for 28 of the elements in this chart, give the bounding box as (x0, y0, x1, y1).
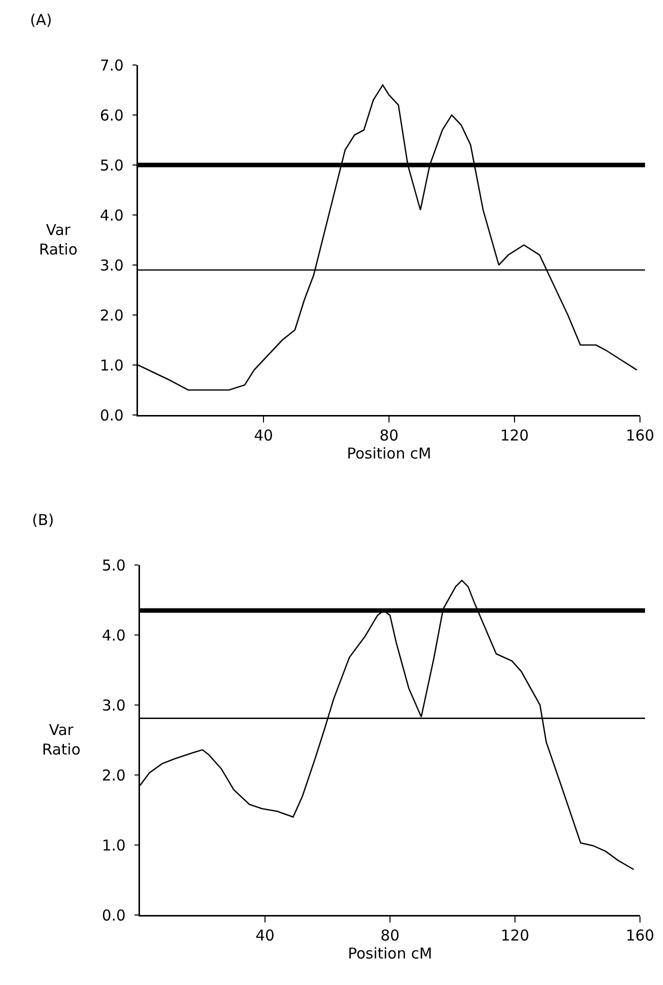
y-tick-label: 2.0 (100, 306, 124, 324)
y-tick-label: 5.0 (102, 556, 126, 574)
y-tick-label: 6.0 (100, 106, 124, 124)
y-tick-label: 3.0 (102, 696, 126, 714)
y-tick-label: 2.0 (102, 766, 126, 784)
x-axis-title: Position cM (348, 944, 432, 962)
y-tick-label: 0.0 (100, 406, 124, 424)
y-tick-label: 0.0 (102, 906, 126, 924)
x-tick-label: 160 (626, 426, 654, 444)
x-tick-label: 160 (626, 926, 654, 944)
y-tick-label: 4.0 (100, 206, 124, 224)
y-tick-label: 1.0 (100, 356, 124, 374)
y-tick-label: 5.0 (100, 156, 124, 174)
x-tick-label: 80 (380, 926, 400, 944)
y-tick-label: 1.0 (102, 836, 126, 854)
y-tick-label: 3.0 (100, 256, 124, 274)
x-axis-title: Position cM (346, 444, 432, 462)
x-tick-label: 40 (255, 926, 275, 944)
x-tick-label: 40 (254, 426, 274, 444)
x-tick-label: 120 (500, 926, 530, 944)
y-axis-title: Var Ratio (42, 721, 81, 758)
y-tick-label: 7.0 (100, 56, 124, 74)
y-axis-title: Var Ratio (39, 221, 78, 258)
text: (A) (30, 11, 52, 29)
text: (B) (32, 511, 54, 529)
y-tick-label: 4.0 (102, 626, 126, 644)
x-tick-label: 120 (500, 426, 529, 444)
x-tick-label: 80 (379, 426, 399, 444)
